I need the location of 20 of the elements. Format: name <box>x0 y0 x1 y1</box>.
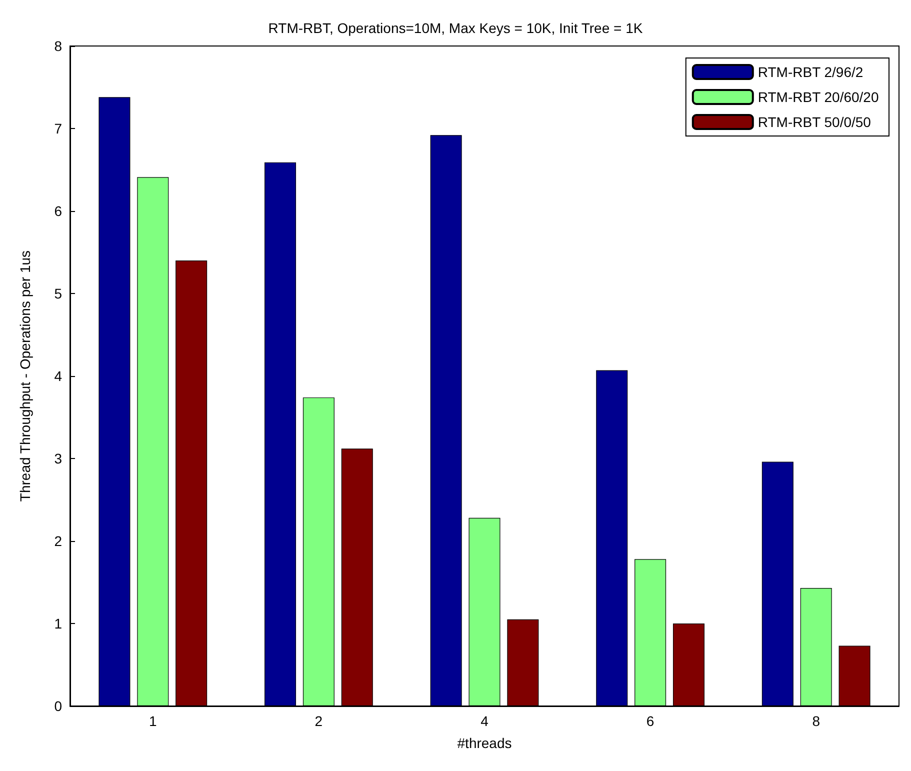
x-axis-title: #threads <box>457 735 512 751</box>
y-tick-label: 6 <box>54 203 62 219</box>
x-tick-label: 4 <box>480 713 489 729</box>
y-tick-label: 1 <box>54 616 62 632</box>
y-tick-label: 7 <box>54 120 62 136</box>
x-tick-label: 2 <box>314 713 323 729</box>
y-axis-title: Thread Throughput - Operations per 1us <box>17 250 33 502</box>
chart-title: RTM-RBT, Operations=10M, Max Keys = 10K, Init Tree = 1K <box>268 20 644 36</box>
y-tick-label: 8 <box>54 38 62 54</box>
y-tick-label: 3 <box>54 450 62 466</box>
x-tick-label: 8 <box>812 713 820 729</box>
x-tick-label: 6 <box>646 713 654 729</box>
y-tick-label: 0 <box>54 698 62 714</box>
legend-label: RTM-RBT 20/60/20 <box>758 89 879 105</box>
x-tick-label: 1 <box>149 713 157 729</box>
legend-label: RTM-RBT 2/96/2 <box>758 64 864 80</box>
y-tick-label: 5 <box>54 286 62 302</box>
y-tick-label: 4 <box>54 368 62 384</box>
y-tick-label: 2 <box>54 533 62 549</box>
legend-label: RTM-RBT 50/0/50 <box>758 114 872 130</box>
